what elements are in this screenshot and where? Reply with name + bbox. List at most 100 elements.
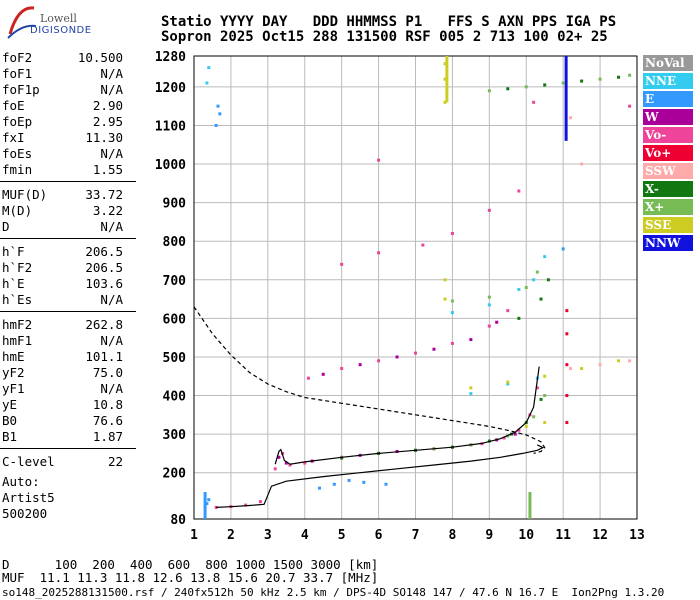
footer-file-info: so148_2025288131500.rsf / 240fx512h 50 k…	[2, 586, 665, 599]
echo-point	[524, 424, 528, 428]
echo-point	[443, 100, 447, 104]
echo-point	[487, 324, 491, 328]
auto-artist: Artist5	[2, 490, 55, 505]
footer-distance-row: D 100 200 400 600 800 1000 1500 3000 [km…	[2, 557, 379, 572]
param-row-foes: foEs N/A	[2, 146, 123, 162]
echo-point	[580, 367, 584, 371]
param-key: h`Es	[2, 292, 33, 307]
echo-point	[487, 295, 491, 299]
echo-point	[377, 158, 381, 162]
echo-point	[517, 428, 521, 432]
y-tick-label: 300	[163, 428, 187, 443]
auto-label: Auto:	[2, 474, 40, 489]
echo-point	[450, 231, 454, 235]
echo-point	[580, 79, 584, 83]
x-tick-label: 3	[264, 528, 272, 543]
legend-item-noval: NoVal	[643, 55, 693, 71]
echo-point	[377, 251, 381, 255]
echo-point	[332, 482, 336, 486]
legend-item-nne: NNE	[643, 73, 693, 89]
header-line-1: Statio YYYY DAY DDD HHMMSS P1 FFS S AXN …	[161, 14, 617, 30]
y-tick-label: 1100	[155, 119, 186, 134]
legend-item-sse: SSE	[643, 217, 693, 233]
echo-point	[561, 247, 565, 251]
echo-point	[450, 311, 454, 315]
param-value: 11.30	[85, 130, 123, 145]
echo-point	[443, 62, 447, 66]
param-value: 3.22	[92, 203, 123, 218]
echo-point	[203, 505, 207, 509]
echo-point	[207, 66, 211, 70]
param-row-he: h`E 103.6	[2, 276, 123, 292]
echo-point	[288, 463, 292, 467]
param-separator	[0, 181, 136, 182]
echo-point	[569, 116, 573, 120]
legend-item-x: X+	[643, 199, 693, 215]
param-row-hes: h`Es N/A	[2, 292, 123, 308]
echo-point	[524, 286, 528, 289]
echo-point	[340, 262, 344, 266]
x-tick-label: 1	[190, 528, 198, 543]
echo-point	[362, 480, 366, 484]
echo-point	[561, 81, 565, 85]
param-row-b1: B1 1.87	[2, 429, 123, 445]
echo-point	[414, 351, 417, 355]
echo-point	[384, 482, 388, 486]
param-row-fxi: fxI 11.30	[2, 130, 123, 146]
x-tick-label: 12	[592, 528, 608, 543]
param-value: N/A	[100, 219, 123, 234]
param-key: fmin	[2, 162, 33, 177]
y-tick-label: 600	[163, 312, 187, 327]
echo-point	[443, 297, 447, 301]
legend-item-w: W	[643, 109, 693, 125]
x-tick-label: 10	[518, 528, 534, 543]
param-key: M(D)	[2, 203, 33, 218]
param-key: foEs	[2, 146, 33, 161]
x-tick-label: 2	[227, 528, 235, 543]
param-row-fmin: fmin 1.55	[2, 162, 123, 178]
y-tick-label: 1280	[155, 50, 186, 65]
param-value: 75.0	[92, 365, 123, 380]
param-value: N/A	[100, 292, 123, 307]
echo-point	[487, 89, 491, 93]
param-row-d: D N/A	[2, 219, 123, 235]
echo-point	[450, 299, 454, 303]
param-row-hf: h`F 206.5	[2, 244, 123, 260]
trace-fit-line	[274, 366, 540, 465]
echo-point	[532, 100, 536, 104]
y-tick-label: 1000	[155, 158, 186, 173]
echo-point	[205, 502, 209, 506]
param-value: N/A	[100, 333, 123, 348]
echo-point	[358, 363, 362, 367]
echo-point	[487, 303, 491, 307]
echo-point	[517, 316, 521, 320]
echo-point	[303, 461, 307, 465]
echo-point	[207, 498, 211, 502]
y-tick-label: 400	[163, 390, 187, 405]
param-row-b0: B0 76.6	[2, 413, 123, 429]
echo-point	[565, 332, 569, 336]
echo-point	[218, 112, 222, 116]
echo-point	[506, 87, 510, 91]
param-value: 103.6	[85, 276, 123, 291]
param-key: hmE	[2, 349, 25, 364]
param-row-yf2: yF2 75.0	[2, 365, 123, 381]
echo-point	[395, 355, 399, 359]
x-tick-label: 13	[629, 528, 645, 543]
echo-point	[532, 278, 536, 282]
echo-point	[347, 478, 351, 482]
param-row-fof1: foF1 N/A	[2, 66, 123, 82]
echo-point	[469, 338, 473, 342]
param-key: h`F2	[2, 260, 33, 275]
param-value: 10.8	[92, 397, 123, 412]
echo-point	[598, 77, 602, 81]
echo-point	[535, 386, 539, 390]
x-tick-label: 4	[301, 528, 309, 543]
echo-point	[214, 505, 218, 509]
param-key: hmF2	[2, 317, 33, 332]
param-value: 2.95	[92, 114, 123, 129]
echo-point	[513, 432, 517, 436]
param-value: 1.87	[92, 429, 123, 444]
trace-fit-line	[216, 444, 545, 508]
footer-muf-row: MUF 11.1 11.3 11.8 12.6 13.8 15.6 20.7 3…	[2, 570, 379, 585]
